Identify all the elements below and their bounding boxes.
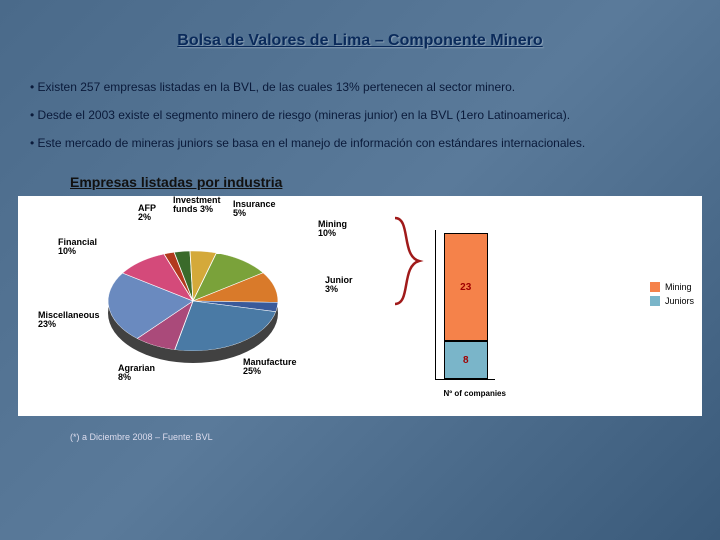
- pie-label: AFP2%: [138, 204, 156, 223]
- bar-axis: 23 8: [435, 230, 495, 380]
- bar-xlabel: Nº of companies: [435, 389, 515, 398]
- bar-chart: 23 8 Nº of companies Mining Juniors: [415, 212, 702, 416]
- chart-subtitle: Empresas listadas por industria: [70, 174, 720, 190]
- pie-label: Insurance5%: [233, 200, 276, 219]
- bar-stack: 23 8: [444, 233, 488, 379]
- legend-swatch: [650, 296, 660, 306]
- footnote: (*) a Diciembre 2008 – Fuente: BVL: [70, 432, 720, 442]
- pie-chart: AFP2% Investmentfunds 3% Insurance5% Uti…: [18, 196, 415, 416]
- page-title: Bolsa de Valores de Lima – Componente Mi…: [0, 0, 720, 50]
- pie-label: Mining10%: [318, 220, 347, 239]
- pie-label: Agrarian8%: [118, 364, 155, 383]
- legend-item: Juniors: [650, 296, 694, 306]
- pie-label: Miscellaneous23%: [38, 311, 100, 330]
- chart-panel: AFP2% Investmentfunds 3% Insurance5% Uti…: [18, 196, 702, 416]
- bar-segment-juniors: 8: [444, 341, 488, 379]
- pie-label: Manufacture25%: [243, 358, 297, 377]
- bullet-list: • Existen 257 empresas listadas en la BV…: [0, 50, 720, 174]
- bullet-item: • Desde el 2003 existe el segmento miner…: [30, 108, 690, 122]
- pie-label: Financial10%: [58, 238, 97, 257]
- bar-segment-mining: 23: [444, 233, 488, 341]
- bullet-item: • Este mercado de mineras juniors se bas…: [30, 136, 690, 150]
- pie-svg: [108, 251, 278, 351]
- bar-legend: Mining Juniors: [650, 282, 694, 310]
- pie-label: Utilities11%: [216, 238, 249, 257]
- pie-label: Investmentfunds 3%: [173, 196, 221, 215]
- legend-swatch: [650, 282, 660, 292]
- legend-item: Mining: [650, 282, 694, 292]
- pie-label: Junior3%: [325, 276, 353, 295]
- bullet-item: • Existen 257 empresas listadas en la BV…: [30, 80, 690, 94]
